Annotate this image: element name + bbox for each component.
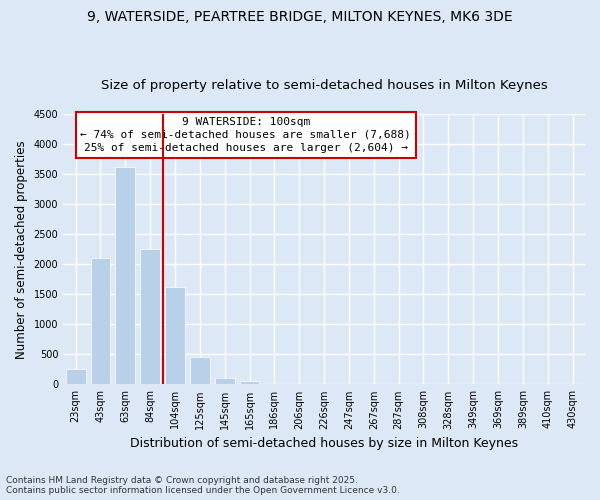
Bar (91, 258, 110, 384)
Title: Size of property relative to semi-detached houses in Milton Keynes: Size of property relative to semi-detach… (101, 79, 547, 92)
Bar (65, 370, 86, 384)
Bar (115, 167, 135, 384)
Text: 9 WATERSIDE: 100sqm
← 74% of semi-detached houses are smaller (7,688)
25% of sem: 9 WATERSIDE: 100sqm ← 74% of semi-detach… (80, 116, 411, 153)
Text: Contains HM Land Registry data © Crown copyright and database right 2025.
Contai: Contains HM Land Registry data © Crown c… (6, 476, 400, 495)
Bar (165, 287, 185, 384)
Bar (190, 358, 210, 384)
Bar (239, 382, 259, 384)
X-axis label: Distribution of semi-detached houses by size in Milton Keynes: Distribution of semi-detached houses by … (130, 437, 518, 450)
Bar (140, 249, 160, 384)
Text: 9, WATERSIDE, PEARTREE BRIDGE, MILTON KEYNES, MK6 3DE: 9, WATERSIDE, PEARTREE BRIDGE, MILTON KE… (87, 10, 513, 24)
Y-axis label: Number of semi-detached properties: Number of semi-detached properties (15, 140, 28, 358)
Bar (215, 378, 235, 384)
